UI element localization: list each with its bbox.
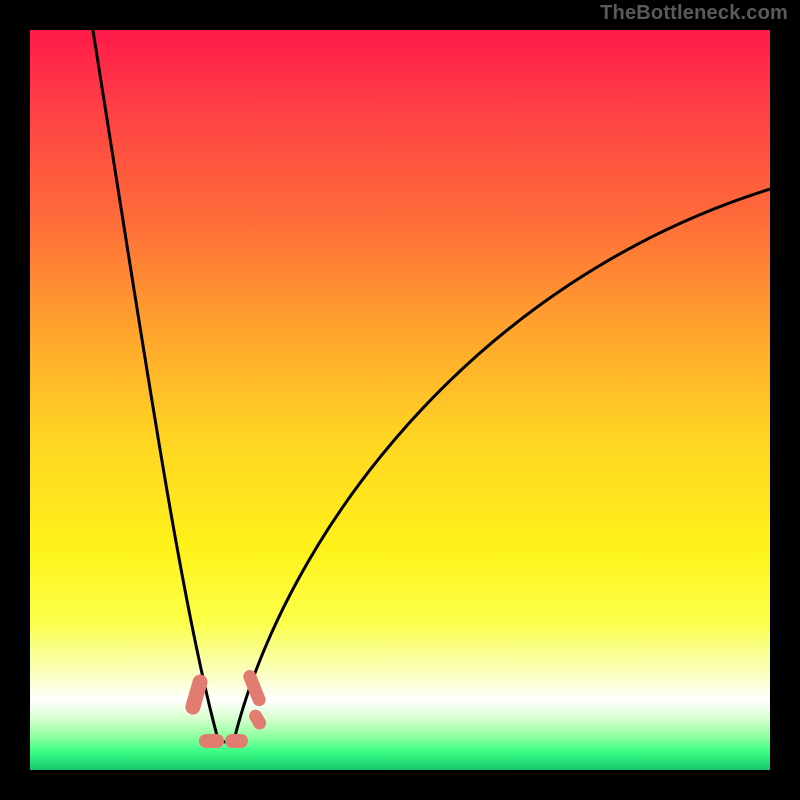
curve-marker [225,734,247,747]
curve-marker [241,668,268,709]
curve-marker [246,707,268,732]
curve-markers-layer [30,30,770,770]
curve-marker [199,734,224,747]
watermark-text: TheBottleneck.com [600,2,788,25]
plot-frame [30,30,770,770]
curve-marker [184,673,209,716]
